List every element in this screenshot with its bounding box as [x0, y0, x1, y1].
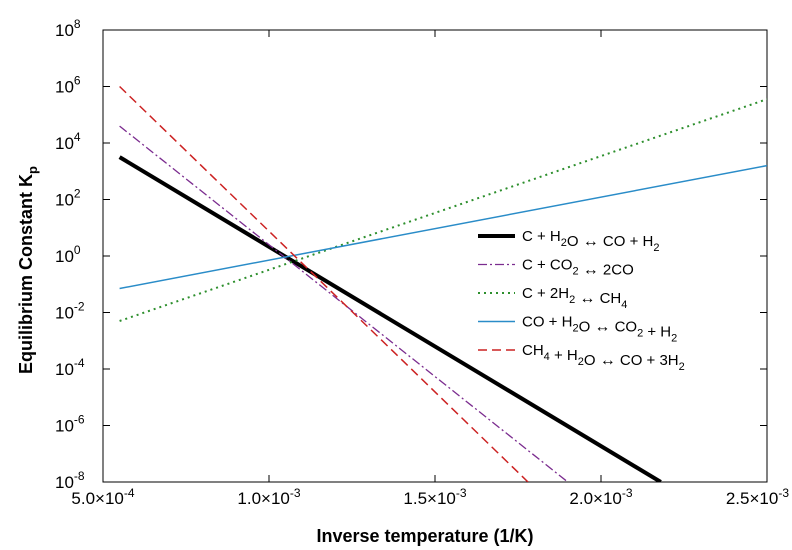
- series-line-3: [119, 98, 767, 322]
- series-line-4: [119, 164, 767, 290]
- plot-area: [102, 29, 768, 483]
- axis-ticks: [102, 29, 768, 483]
- y-tick-labels: 108 106 104 102 100 10-2 10-4 10-6 10-8: [55, 17, 85, 492]
- x-tick-label: 2.5×10-3: [726, 486, 789, 508]
- y-tick-label: 10-4: [55, 356, 85, 379]
- x-tick-label: 1.5×10-3: [403, 486, 466, 508]
- y-tick-label: 102: [55, 187, 81, 210]
- x-axis-label: Inverse temperature (1/K): [316, 526, 533, 546]
- x-tick-label: 1.0×10-3: [237, 486, 300, 508]
- legend-label-5: CH4 + H2O ↔ CO + 3H2: [522, 342, 685, 373]
- legend: C + H2O ↔ CO + H2 C + CO2 ↔ 2CO C + 2H2 ↔ …: [478, 228, 685, 373]
- legend-label-2: C + CO2 ↔ 2CO: [522, 257, 634, 279]
- y-tick-label: 10-8: [55, 469, 85, 492]
- series-lines: [118, 85, 767, 482]
- x-tick-labels: 5.0×10-4 1.0×10-3 1.5×10-3 2.0×10-3 2.5×10-3: [71, 486, 789, 508]
- x-tick-label: 5.0×10-4: [71, 486, 134, 508]
- legend-label-4: CO + H2O ↔ CO2 + H2: [522, 314, 677, 345]
- legend-label-3: C + 2H2 ↔ CH4: [522, 285, 627, 311]
- y-axis-label: Equilibrium Constant Kp: [16, 166, 40, 374]
- series-line-2: [119, 125, 569, 482]
- legend-label-1: C + H2O ↔ CO + H2: [522, 228, 659, 254]
- y-tick-label: 104: [55, 130, 81, 153]
- y-tick-label: 106: [55, 74, 81, 97]
- y-tick-label: 100: [55, 243, 81, 266]
- y-tick-label: 108: [55, 17, 81, 40]
- series-line-5: [119, 85, 529, 482]
- y-tick-label: 10-6: [55, 413, 85, 436]
- series-line-1: [118, 155, 662, 482]
- y-tick-label: 10-2: [55, 300, 85, 323]
- x-tick-label: 2.0×10-3: [569, 486, 632, 508]
